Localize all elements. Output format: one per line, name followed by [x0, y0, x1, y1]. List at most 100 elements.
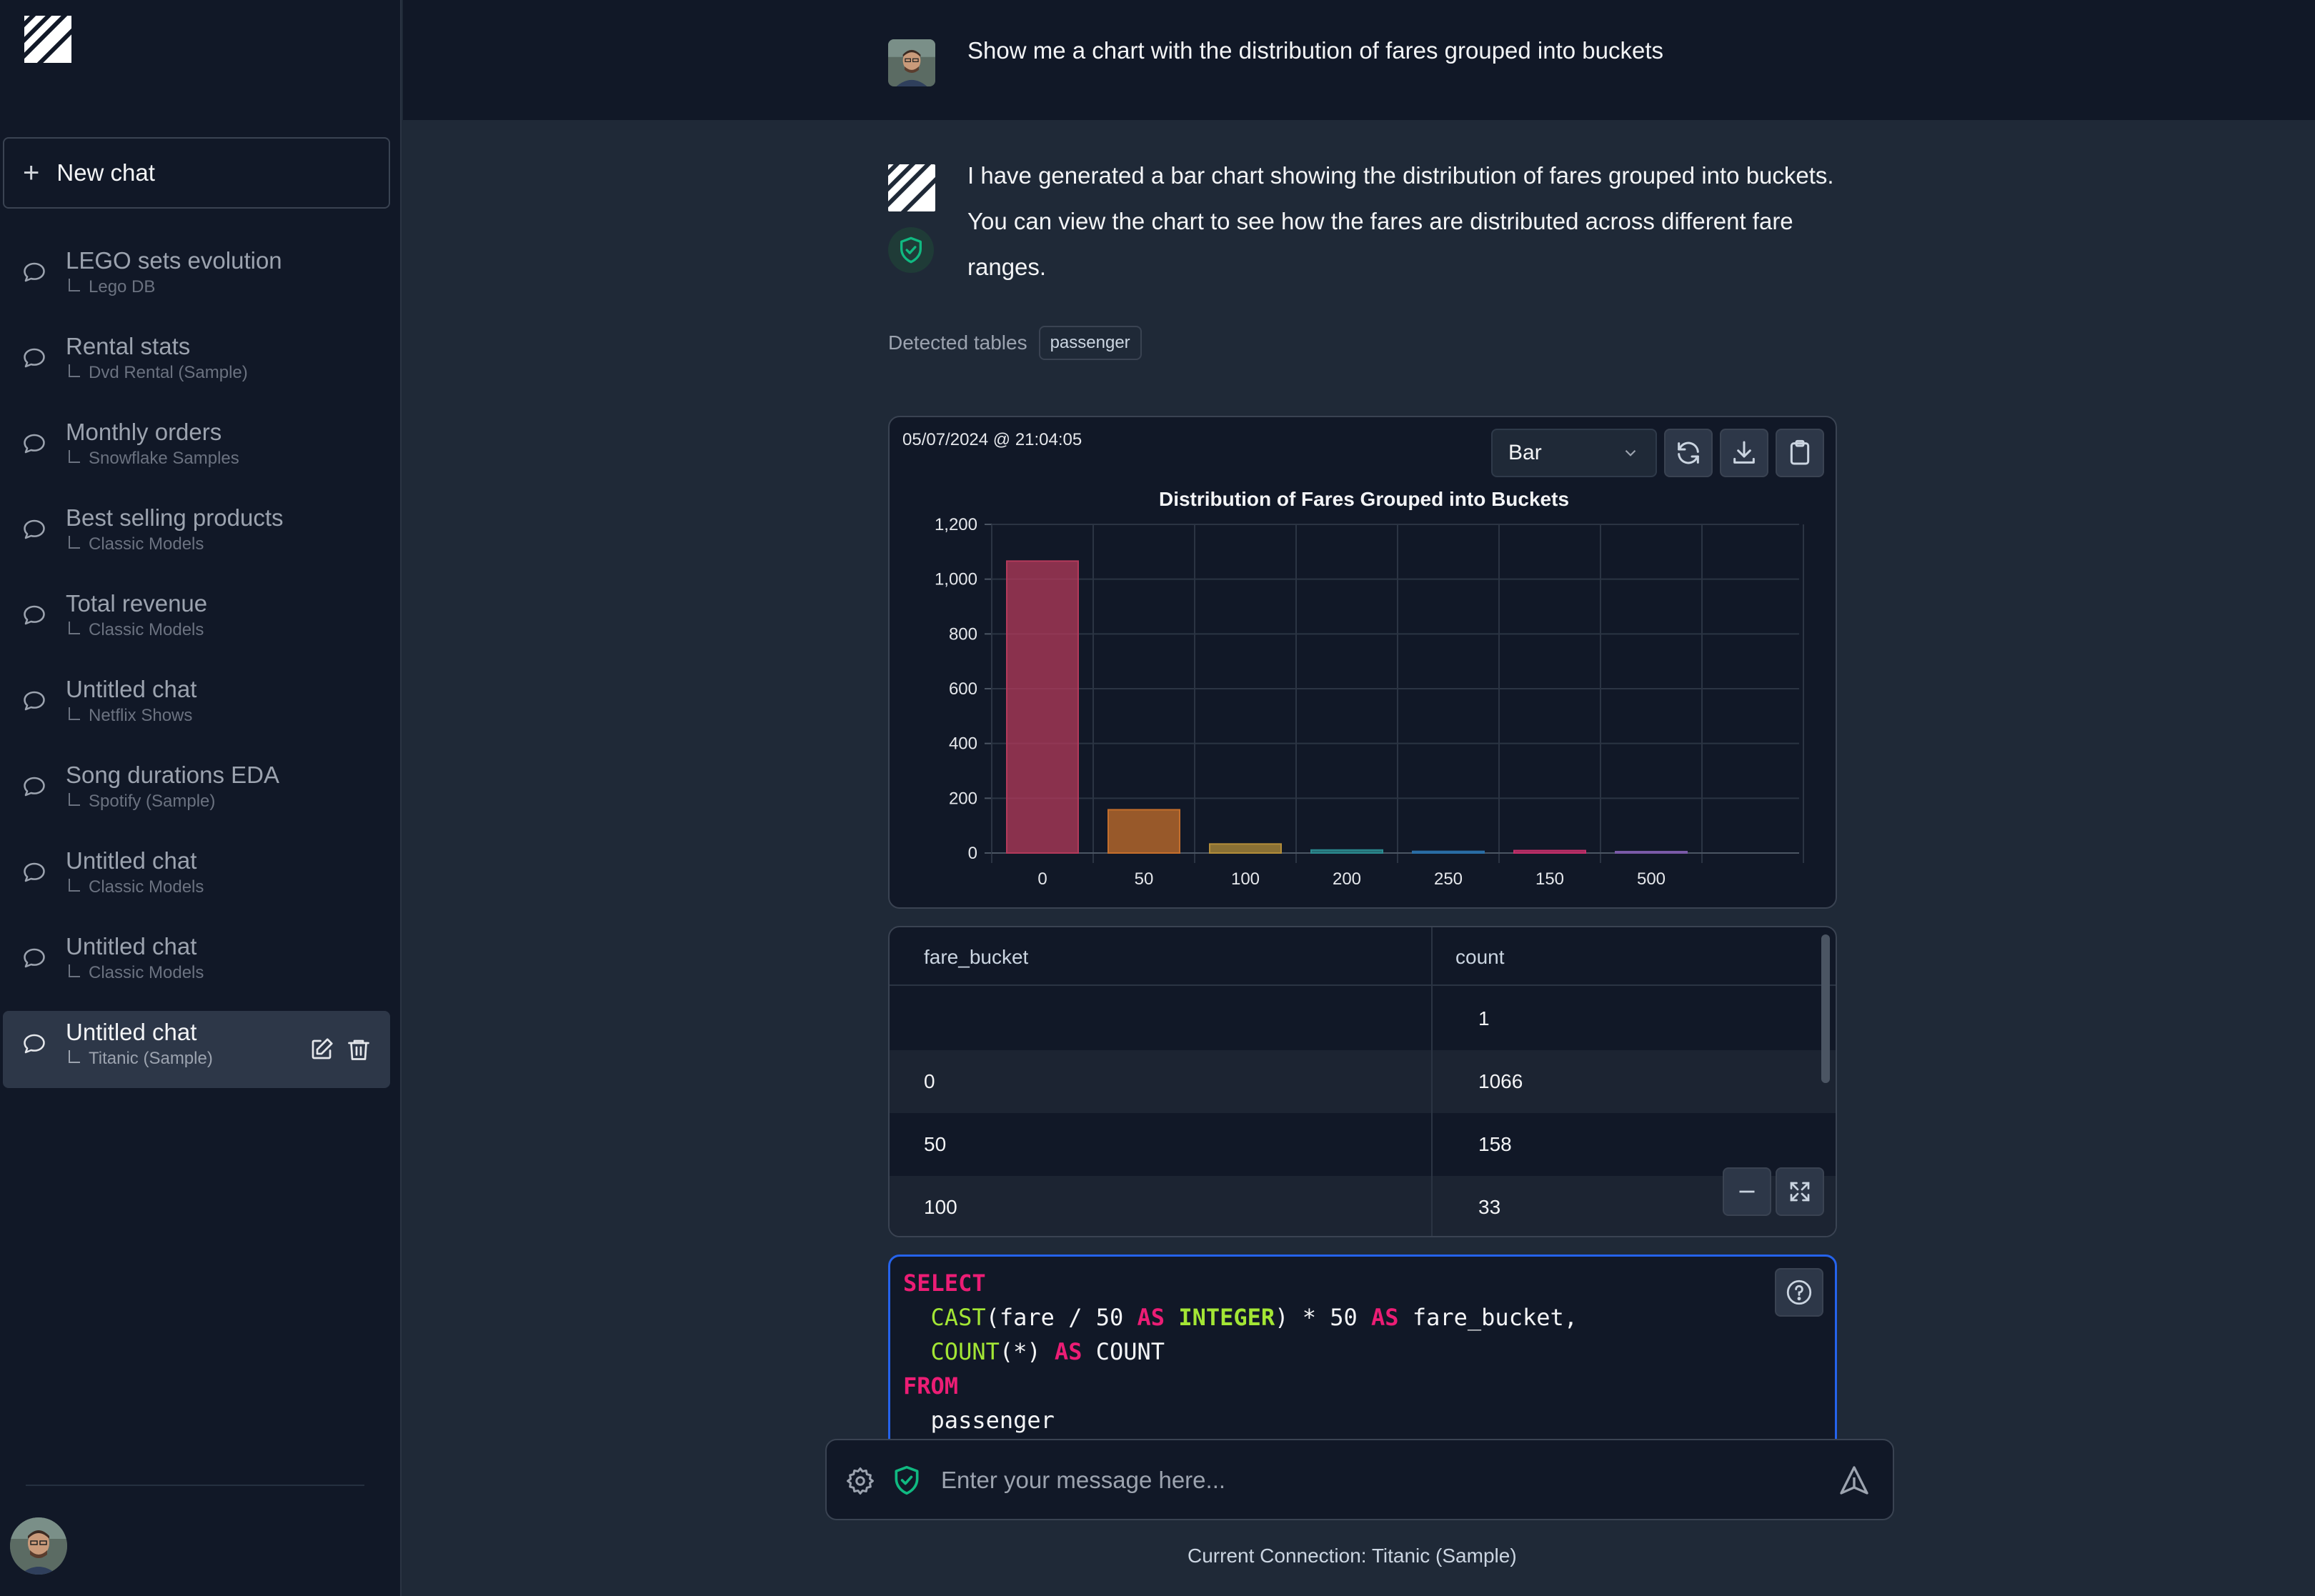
table-row: 50 158 [890, 1113, 1836, 1176]
branch-icon [69, 964, 80, 977]
chat-item-title: Monthly orders [66, 419, 222, 445]
sidebar-chat-item[interactable]: Untitled chat Classic Models [3, 925, 390, 1002]
plus-icon: + [23, 157, 40, 189]
chat-item-database: Classic Models [66, 619, 390, 641]
chat-item-database: Classic Models [66, 877, 390, 898]
table-scrollbar[interactable] [1821, 934, 1830, 1083]
chat-item-title: Best selling products [66, 504, 284, 531]
chat-bubble-icon [24, 777, 45, 797]
sidebar-chat-item[interactable]: Untitled chat Netflix Shows [3, 668, 390, 745]
detected-tables-label: Detected tables [888, 331, 1027, 354]
sidebar-chat-item[interactable]: Monthly orders Snowflake Samples [3, 411, 390, 488]
sidebar-chat-item[interactable]: Untitled chat Titanic (Sample) [3, 1011, 390, 1088]
download-icon [1733, 441, 1755, 464]
sql-keyword: FROM [903, 1372, 959, 1400]
y-tick-label: 600 [949, 679, 977, 699]
column-divider [1431, 927, 1433, 1236]
refresh-button[interactable] [1664, 429, 1713, 477]
sql-line: FROM [903, 1372, 958, 1400]
sql-text: (fare / 50 [985, 1304, 1137, 1331]
sql-line: passenger [903, 1407, 1055, 1434]
chart-type-value: Bar [1508, 441, 1542, 464]
edit-icon[interactable] [309, 1037, 334, 1062]
clipboard-icon [1790, 439, 1810, 465]
sidebar-chat-item[interactable]: Rental stats Dvd Rental (Sample) [3, 325, 390, 402]
user-avatar[interactable] [10, 1517, 67, 1575]
bar [1615, 851, 1688, 854]
chat-item-database: Titanic (Sample) [66, 1048, 390, 1069]
trash-icon[interactable] [346, 1037, 372, 1062]
chat-bubble-icon [24, 948, 45, 968]
chat-bubble-icon [24, 691, 45, 711]
sidebar-chat-item[interactable]: Untitled chat Classic Models [3, 839, 390, 917]
sql-type: INTEGER [1178, 1304, 1275, 1331]
sql-keyword: AS [1137, 1304, 1165, 1331]
chat-item-database-name: Titanic (Sample) [89, 1049, 213, 1068]
user-avatar-image [10, 1517, 67, 1575]
chart-type-select[interactable]: Bar [1491, 429, 1657, 477]
x-tick-label: 150 [1535, 869, 1564, 889]
new-chat-button[interactable]: + New chat [3, 137, 390, 209]
table-header: fare_bucket count [890, 927, 1836, 986]
assistant-message-text: I have generated a bar chart showing the… [967, 162, 1834, 280]
copy-button[interactable] [1776, 429, 1824, 477]
help-button[interactable] [1775, 1268, 1823, 1317]
y-tick-label: 1,200 [935, 515, 977, 534]
table-tools [1723, 1167, 1824, 1216]
sidebar-chat-item[interactable]: Total revenue Classic Models [3, 582, 390, 659]
sidebar-chat-item[interactable]: LEGO sets evolution Lego DB [3, 239, 390, 316]
chat-item-database-name: Spotify (Sample) [89, 792, 216, 811]
app-logo-icon[interactable] [24, 16, 71, 63]
branch-icon [69, 364, 80, 377]
refresh-icon [1678, 442, 1699, 464]
chat-item-database-name: Classic Models [89, 877, 204, 897]
chart-controls: Bar [1491, 429, 1824, 477]
sql-keyword: SELECT [903, 1270, 986, 1297]
branch-icon [69, 450, 80, 463]
send-icon[interactable] [1837, 1463, 1871, 1497]
settings-gear-icon[interactable] [845, 1466, 875, 1496]
download-button[interactable] [1720, 429, 1768, 477]
sidebar-chat-item[interactable]: Best selling products Classic Models [3, 497, 390, 574]
chat-item-title: Untitled chat [66, 847, 197, 874]
sql-line: COUNT(*) AS COUNT [903, 1338, 1165, 1365]
column-header-fare-bucket[interactable]: fare_bucket [924, 946, 1029, 968]
table-tag-passenger[interactable]: passenger [1038, 326, 1142, 360]
chat-bubble-icon [24, 262, 45, 282]
x-tick-label: 50 [1135, 869, 1154, 889]
expand-button[interactable] [1776, 1167, 1824, 1216]
sql-line: CAST(fare / 50 AS INTEGER) * 50 AS fare_… [903, 1304, 1578, 1331]
chat-item-title: Untitled chat [66, 1019, 197, 1045]
chat-item-database-name: Classic Models [89, 620, 204, 639]
shield-check-icon[interactable] [891, 1465, 922, 1496]
new-chat-label: New chat [56, 159, 155, 186]
table-row: 0 1066 [890, 1050, 1836, 1113]
chat-item-database-name: Classic Models [89, 963, 204, 982]
collapse-button[interactable] [1723, 1167, 1771, 1216]
y-tick-label: 0 [968, 844, 977, 863]
sql-text: passenger [930, 1407, 1055, 1434]
y-tick-label: 1,000 [935, 570, 977, 589]
branch-icon [69, 879, 80, 892]
cell-count: 33 [1478, 1196, 1501, 1218]
branch-icon [69, 1050, 80, 1063]
message-input[interactable] [941, 1460, 1784, 1500]
sql-keyword: AS [1371, 1304, 1399, 1331]
chat-item-title: LEGO sets evolution [66, 247, 282, 274]
chat-item-database-name: Classic Models [89, 534, 204, 554]
chart-timestamp: 05/07/2024 @ 21:04:05 [902, 430, 1082, 449]
current-connection-label: Current Connection: Titanic (Sample) [1188, 1545, 1517, 1567]
chat-bubble-icon [24, 1034, 45, 1054]
bar [1513, 849, 1586, 854]
message-composer [825, 1439, 1894, 1520]
column-header-count[interactable]: count [1455, 946, 1505, 968]
bar [1209, 843, 1282, 854]
branch-icon [69, 793, 80, 806]
branch-icon [69, 279, 80, 291]
x-tick-label: 0 [1037, 869, 1047, 889]
sql-query-editor[interactable]: SELECT CAST(fare / 50 AS INTEGER) * 50 A… [888, 1255, 1837, 1462]
sidebar-chat-item[interactable]: Song durations EDA Spotify (Sample) [3, 754, 390, 831]
chat-item-database: Snowflake Samples [66, 448, 390, 469]
sql-text: (*) [999, 1338, 1055, 1365]
chat-bubble-icon [24, 348, 45, 368]
